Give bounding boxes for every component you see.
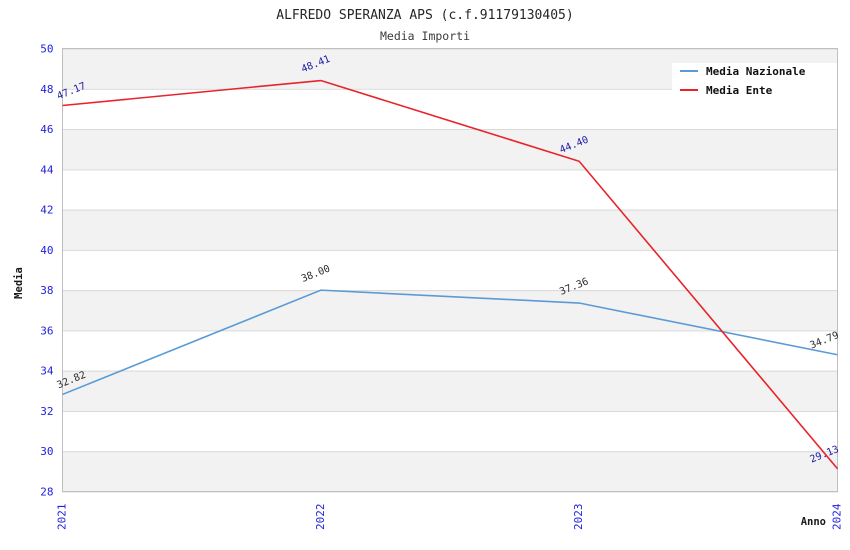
legend-item-label[interactable]: Media Ente [706, 84, 773, 97]
y-axis-tick-label: 46 [40, 123, 53, 136]
x-axis-tick-label[interactable]: 2024 [831, 503, 844, 530]
y-axis-tick-label: 32 [40, 405, 53, 418]
plot-band [62, 209, 838, 250]
legend[interactable]: Media Nazionale Media Ente [672, 63, 837, 103]
series-line-media-nazionale [62, 289, 838, 396]
series-line-media-ente [62, 79, 839, 470]
y-axis-tick-label: 42 [40, 204, 53, 217]
plot-band [62, 451, 838, 492]
x-axis-tick-label[interactable]: 2022 [314, 504, 327, 531]
y-axis-tick-label: 36 [40, 324, 53, 337]
legend-background [672, 63, 837, 103]
plot-band [62, 370, 838, 411]
y-axis-tick-label: 30 [40, 445, 53, 458]
y-axis-title: Media [13, 267, 25, 299]
y-axis-tick-label: 44 [40, 163, 54, 176]
y-axis-tick-label: 34 [40, 365, 54, 378]
y-axis-tick-label: 38 [40, 284, 53, 297]
x-axis-tick-labels[interactable]: 2021 2022 2023 2024 [56, 503, 844, 530]
plot-band [62, 129, 838, 170]
x-axis-tick-label[interactable]: 2023 [572, 504, 585, 531]
x-axis-tick-label[interactable]: 2021 [56, 504, 69, 531]
y-axis-tick-label: 28 [40, 486, 53, 499]
plot-frame [62, 48, 838, 492]
series-lines [62, 79, 839, 470]
chart-title: ALFREDO SPERANZA APS (c.f.91179130405) [276, 8, 573, 23]
x-axis-title: Anno [801, 516, 826, 528]
plot-bands [62, 48, 838, 492]
y-axis-tick-label: 50 [40, 43, 53, 56]
chart-subtitle: Media Importi [380, 29, 470, 43]
y-axis-tick-label: 40 [40, 244, 53, 257]
legend-item-label[interactable]: Media Nazionale [706, 65, 806, 78]
y-axis-tick-labels: 28 30 32 34 36 38 40 42 44 46 48 50 [40, 43, 54, 499]
y-axis-tick-label: 48 [40, 83, 53, 96]
